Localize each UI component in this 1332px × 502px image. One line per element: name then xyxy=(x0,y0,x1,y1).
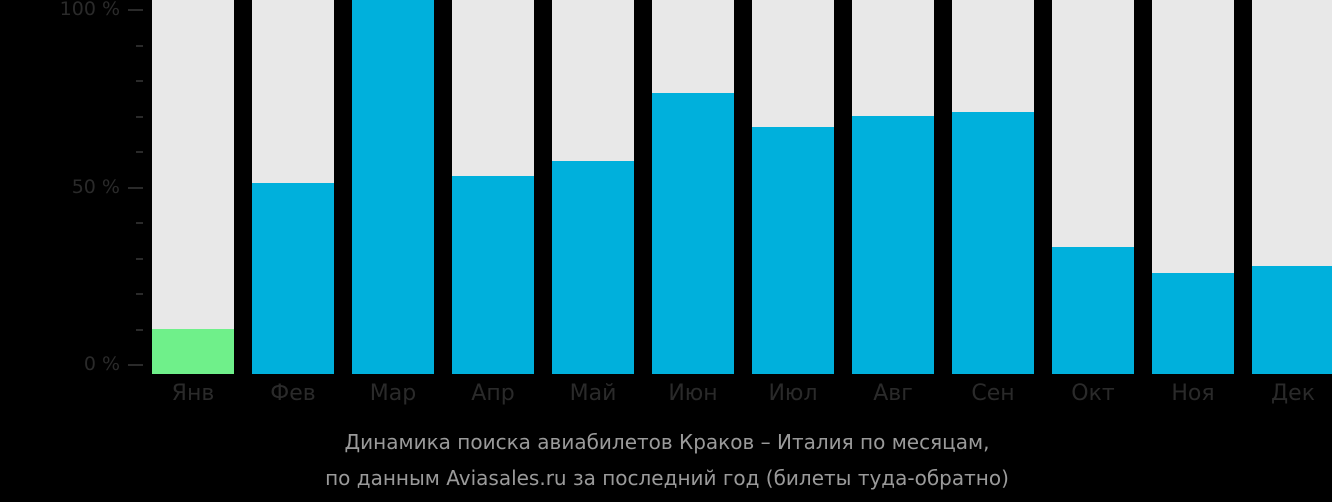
x-axis-label: Мар xyxy=(369,381,417,406)
bar-9 xyxy=(1052,0,1134,374)
y-axis-major-tick xyxy=(128,187,143,189)
bar-fill xyxy=(952,112,1034,374)
y-axis-label: 50 % xyxy=(71,176,120,198)
bar-1 xyxy=(252,0,334,374)
bar-fill xyxy=(252,183,334,374)
bar-fill xyxy=(1052,247,1134,374)
y-axis-minor-tick xyxy=(136,222,143,224)
bar-fill xyxy=(652,93,734,374)
bar-2 xyxy=(352,0,434,374)
bar-fill xyxy=(1252,266,1332,374)
chart-caption-line-1: Динамика поиска авиабилетов Краков – Ита… xyxy=(344,430,990,454)
y-axis-major-tick xyxy=(128,9,143,11)
x-axis-label: Июн xyxy=(668,381,718,406)
y-axis-label: 0 % xyxy=(83,353,120,375)
x-axis-label: Сен xyxy=(971,381,1015,406)
x-axis-label: Дек xyxy=(1270,381,1315,406)
bar-fill xyxy=(352,0,434,374)
x-axis-label: Авг xyxy=(873,381,913,406)
bar-fill xyxy=(852,116,934,374)
bar-8 xyxy=(952,0,1034,374)
bar-fill xyxy=(552,161,634,374)
x-axis-label: Фев xyxy=(270,381,316,406)
bar-3 xyxy=(452,0,534,374)
chart-caption-line-2: по данным Aviasales.ru за последний год … xyxy=(325,466,1009,490)
x-axis-label: Май xyxy=(569,381,617,406)
bar-4 xyxy=(552,0,634,374)
bar-6 xyxy=(752,0,834,374)
bar-7 xyxy=(852,0,934,374)
x-axis-label: Окт xyxy=(1071,381,1115,406)
y-axis-minor-tick xyxy=(136,45,143,47)
bar-0 xyxy=(152,0,234,374)
y-axis-minor-tick xyxy=(136,329,143,331)
y-axis-minor-tick xyxy=(136,80,143,82)
x-axis-label: Ноя xyxy=(1171,381,1215,406)
y-axis-minor-tick xyxy=(136,116,143,118)
bar-fill xyxy=(452,176,534,374)
y-axis-minor-tick xyxy=(136,258,143,260)
x-axis-label: Янв xyxy=(171,381,215,406)
bar-10 xyxy=(1152,0,1234,374)
y-axis-label: 100 % xyxy=(59,0,120,20)
y-axis-major-tick xyxy=(128,364,143,366)
bar-11 xyxy=(1252,0,1332,374)
bar-fill xyxy=(152,329,234,374)
x-axis-label: Апр xyxy=(471,381,515,406)
bar-fill xyxy=(1152,273,1234,374)
y-axis-minor-tick xyxy=(136,151,143,153)
y-axis-minor-tick xyxy=(136,293,143,295)
bar-5 xyxy=(652,0,734,374)
x-axis-label: Июл xyxy=(768,381,818,406)
bar-fill xyxy=(752,127,834,374)
